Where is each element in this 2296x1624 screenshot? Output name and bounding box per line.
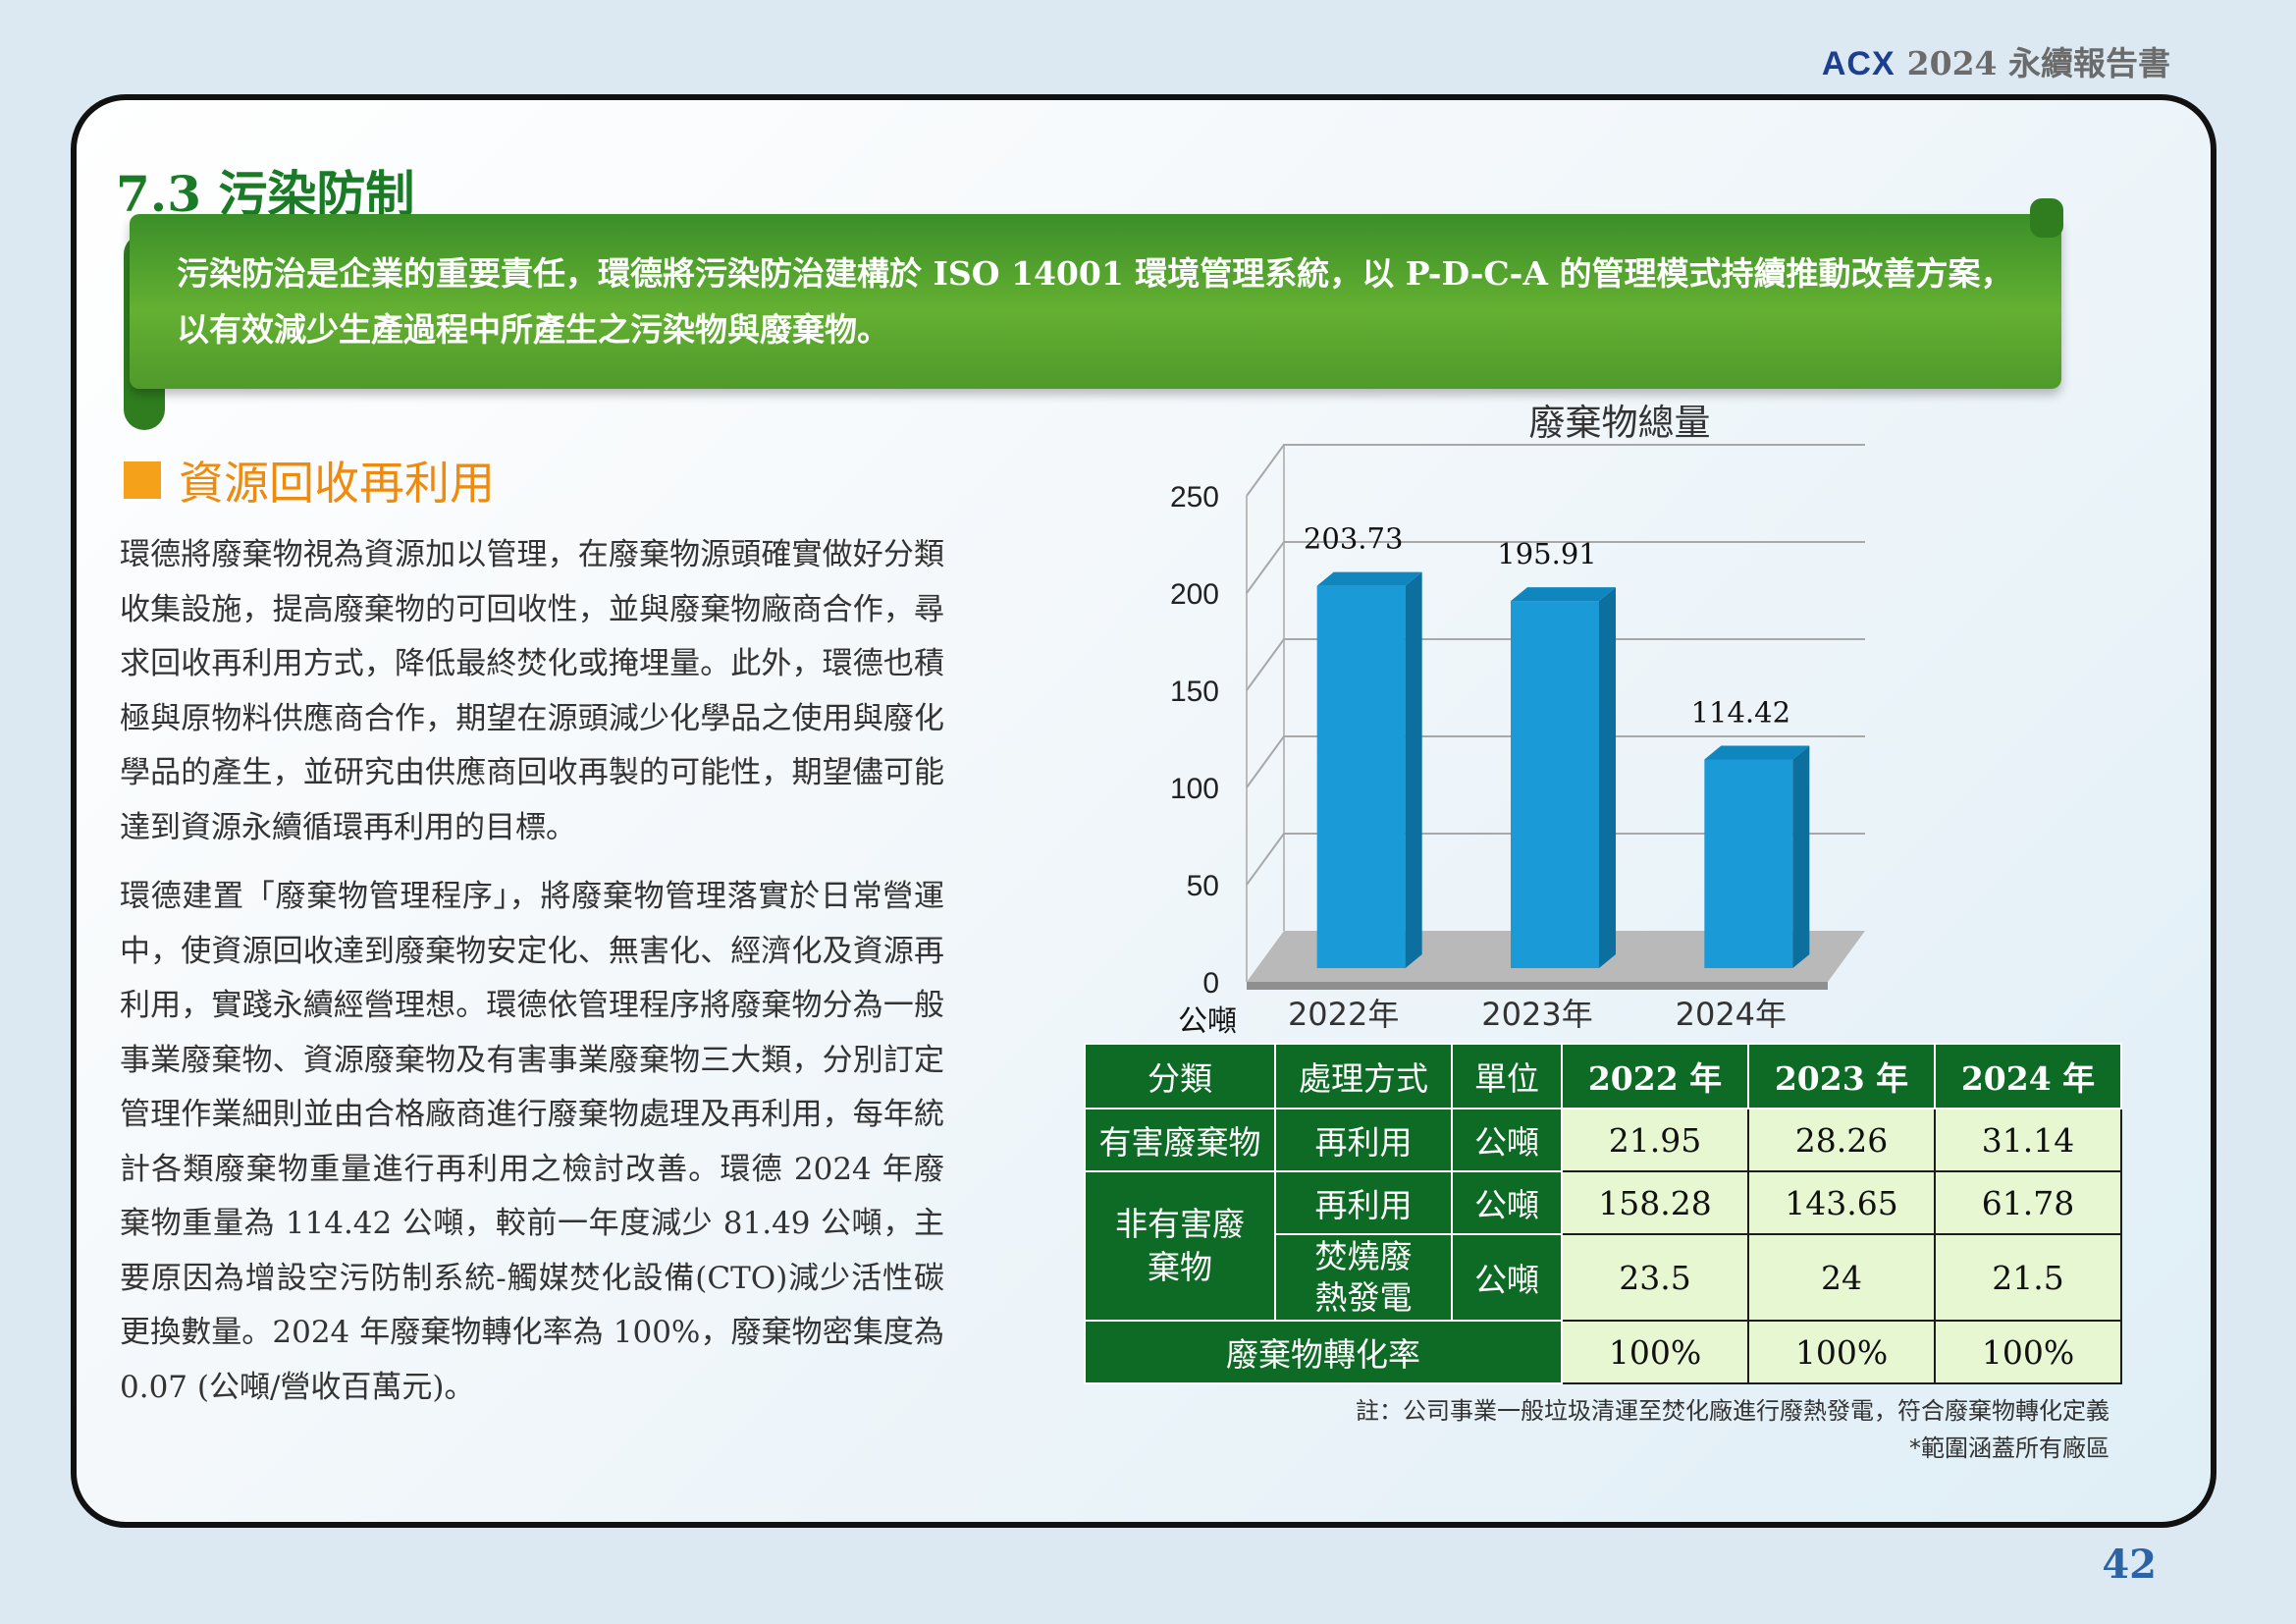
company-logo: ACX bbox=[1821, 45, 1896, 82]
paragraph-1: 環德將廢棄物視為資源加以管理，在廢棄物源頭確實做好分類收集設施，提高廢棄物的可回… bbox=[120, 537, 944, 845]
gridline bbox=[1246, 735, 1865, 788]
note-line-1: 註：公司事業一般垃圾清運至焚化廠進行廢熱發電，符合廢棄物轉化定義 bbox=[1356, 1397, 2109, 1425]
y-axis-label: 公噸 bbox=[1178, 1004, 1237, 1039]
gridline bbox=[1246, 541, 1865, 594]
paragraph-2: 環德建置「廢棄物管理程序」，將廢棄物管理落實於日常營運中，使資源回收達到廢棄物安… bbox=[120, 879, 944, 1405]
banner-text: 污染防治是企業的重要責任，環德將污染防治建構於 ISO 14001 環境管理系統… bbox=[177, 254, 2013, 349]
cell-2023: 24 bbox=[1747, 1233, 1936, 1322]
header-2024: 2024 年 bbox=[1934, 1043, 2122, 1110]
table-notes: 註：公司事業一般垃圾清運至焚化廠進行廢熱發電，符合廢棄物轉化定義 *範圍涵蓋所有… bbox=[1356, 1392, 2109, 1467]
row-category: 非有害廢棄物 bbox=[1084, 1170, 1276, 1322]
header-method: 處理方式 bbox=[1274, 1043, 1453, 1110]
header-unit: 單位 bbox=[1451, 1043, 1563, 1110]
subsection-title: 資源回收再利用 bbox=[179, 457, 495, 510]
x-tick-label: 2022年 bbox=[1288, 996, 1399, 1033]
cell-2024: 100% bbox=[1934, 1320, 2122, 1384]
header-category: 分類 bbox=[1084, 1043, 1276, 1110]
chart-floor-edge bbox=[1247, 982, 1828, 990]
page-number: 42 bbox=[2102, 1542, 2157, 1588]
x-tick-label: 2024年 bbox=[1676, 996, 1787, 1033]
row-method: 再利用 bbox=[1274, 1170, 1453, 1235]
x-tick-label: 2023年 bbox=[1481, 996, 1592, 1033]
cell-2023: 28.26 bbox=[1747, 1108, 1936, 1172]
waste-data-table: 分類 處理方式 單位 2022 年 2023 年 2024 年 有害廢棄物 再利… bbox=[1084, 1043, 2122, 1384]
cell-2024: 21.5 bbox=[1934, 1233, 2122, 1322]
row-unit: 公噸 bbox=[1451, 1233, 1563, 1322]
bar-front bbox=[1511, 601, 1599, 968]
cell-2023: 143.65 bbox=[1747, 1170, 1936, 1235]
cell-2024: 61.78 bbox=[1934, 1170, 2122, 1235]
header-2022: 2022 年 bbox=[1561, 1043, 1749, 1110]
header-2023: 2023 年 bbox=[1747, 1043, 1936, 1110]
subsection-heading: 資源回收再利用 bbox=[124, 448, 495, 513]
gridline bbox=[1246, 444, 1865, 497]
y-axis-ticks: 0 50 100 150 200 250 bbox=[1170, 481, 1219, 1000]
row-unit: 公噸 bbox=[1451, 1108, 1563, 1172]
chart-value-labels: 203.73 195.91 114.42 bbox=[1304, 522, 1790, 730]
table-row: 非有害廢棄物 再利用 公噸 158.28 143.65 61.78 bbox=[1084, 1170, 2122, 1322]
table-row: 焚燒廢熱發電 公噸 23.5 24 21.5 bbox=[1085, 1233, 2122, 1322]
row-unit: 公噸 bbox=[1451, 1170, 1563, 1235]
bar-side bbox=[1792, 745, 1810, 968]
y-tick-label: 150 bbox=[1170, 676, 1219, 708]
y-tick-label: 100 bbox=[1170, 773, 1219, 805]
chart-title: 廢棄物總量 bbox=[1529, 402, 1711, 444]
bar-top bbox=[1511, 587, 1616, 602]
cell-2023: 100% bbox=[1747, 1320, 1936, 1384]
gridline bbox=[1246, 833, 1865, 886]
note-line-2: *範圍涵蓋所有廠區 bbox=[1909, 1435, 2109, 1462]
y-tick-label: 200 bbox=[1170, 578, 1219, 611]
chart-grid bbox=[1246, 444, 1865, 982]
waste-total-chart: 廢棄物總量 0 50 100 150 200 250 203.73 195.91 114.42… bbox=[1170, 402, 1865, 1039]
bar-front bbox=[1704, 759, 1793, 968]
report-header: ACX 2024 永續報告書 bbox=[1822, 37, 2170, 84]
row-method: 再利用 bbox=[1274, 1108, 1453, 1172]
bar-top bbox=[1704, 745, 1810, 760]
bar-top bbox=[1316, 571, 1422, 586]
table-row: 有害廢棄物 再利用 公噸 21.95 28.26 31.14 bbox=[1084, 1108, 2122, 1172]
bar-front bbox=[1316, 585, 1406, 968]
report-title: 2024 永續報告書 bbox=[1906, 44, 2170, 82]
section-title: 7.3 污染防制 bbox=[116, 165, 415, 223]
bar-value-label: 203.73 bbox=[1304, 522, 1403, 556]
conversion-rate-label: 廢棄物轉化率 bbox=[1084, 1320, 1563, 1384]
table-header-row: 分類 處理方式 單位 2022 年 2023 年 2024 年 bbox=[1084, 1043, 2122, 1110]
cell-2024: 31.14 bbox=[1934, 1108, 2122, 1172]
bar-side bbox=[1405, 571, 1422, 968]
cell-2022: 158.28 bbox=[1561, 1170, 1749, 1235]
table-row: 廢棄物轉化率 100% 100% 100% bbox=[1084, 1320, 2122, 1384]
x-axis-ticks: 2022年 2023年 2024年 bbox=[1288, 996, 1787, 1033]
y-tick-label: 50 bbox=[1187, 870, 1219, 902]
chart-bars bbox=[1316, 571, 1810, 968]
bar-side bbox=[1599, 587, 1616, 968]
gridline bbox=[1246, 638, 1865, 691]
intro-banner: 污染防治是企業的重要責任，環德將污染防治建構於 ISO 14001 環境管理系統… bbox=[130, 214, 2061, 389]
banner-scroll-right bbox=[2030, 198, 2063, 238]
bar-value-label: 114.42 bbox=[1691, 695, 1790, 729]
cell-2022: 23.5 bbox=[1561, 1233, 1749, 1322]
cell-2022: 21.95 bbox=[1561, 1108, 1749, 1172]
bullet-square-icon bbox=[124, 461, 161, 499]
row-category: 有害廢棄物 bbox=[1084, 1108, 1276, 1172]
cell-2022: 100% bbox=[1561, 1320, 1749, 1384]
y-tick-label: 250 bbox=[1170, 481, 1219, 514]
bar-value-label: 195.91 bbox=[1497, 537, 1596, 570]
y-tick-label: 0 bbox=[1202, 967, 1219, 1000]
row-method: 焚燒廢熱發電 bbox=[1274, 1233, 1453, 1322]
